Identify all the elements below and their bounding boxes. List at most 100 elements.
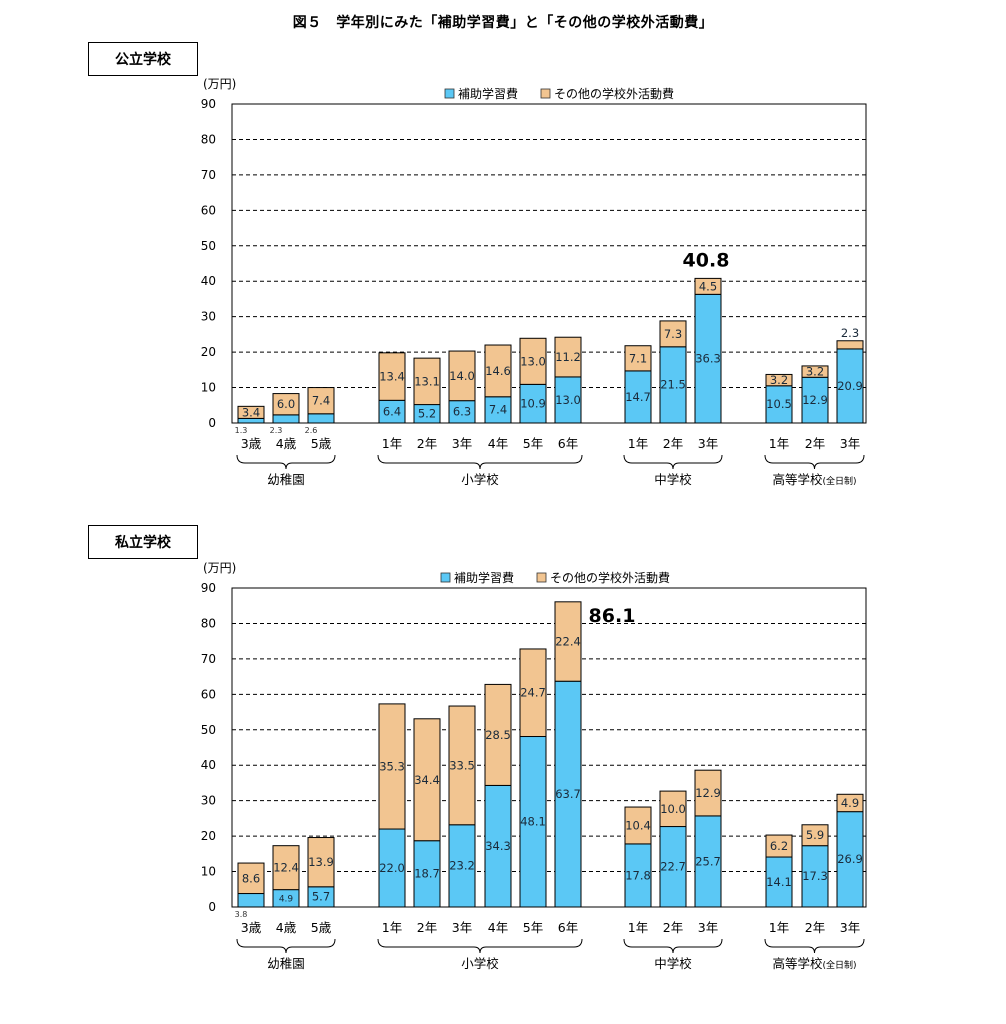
x-tick-label: 4歳 bbox=[276, 920, 297, 935]
x-tick-label: 1年 bbox=[628, 436, 648, 451]
y-tick-label: 40 bbox=[201, 274, 216, 288]
bar-other bbox=[801, 824, 829, 847]
data-label-other: 3.2 bbox=[770, 373, 788, 387]
data-label-other: 12.4 bbox=[273, 861, 299, 875]
x-tick-label: 1年 bbox=[628, 920, 648, 935]
group-label: 小学校 bbox=[461, 956, 499, 971]
bar-hojo bbox=[413, 840, 441, 908]
bar-other bbox=[624, 345, 652, 372]
bar-other bbox=[554, 336, 582, 378]
group-label: 中学校 bbox=[654, 956, 692, 971]
y-tick-label: 50 bbox=[201, 723, 216, 737]
y-tick-label: 90 bbox=[201, 581, 216, 595]
data-label-other: 14.6 bbox=[485, 364, 511, 378]
data-label-other: 34.4 bbox=[414, 773, 440, 787]
data-label-other: 4.9 bbox=[841, 796, 859, 810]
group-label: 高等学校(全日制) bbox=[772, 472, 856, 487]
y-tick-label: 80 bbox=[201, 132, 216, 146]
x-tick-label: 4歳 bbox=[276, 436, 297, 451]
bar-other bbox=[765, 834, 793, 858]
x-tick-label: 3年 bbox=[452, 920, 472, 935]
y-tick-label: 30 bbox=[201, 310, 216, 324]
x-tick-label: 3年 bbox=[698, 920, 718, 935]
data-label-other: 3.2 bbox=[806, 365, 824, 379]
data-label-other: 4.5 bbox=[699, 279, 717, 293]
data-label-hojo: 21.5 bbox=[660, 378, 686, 392]
data-label-other: 2.3 bbox=[841, 326, 859, 340]
y-tick-label: 30 bbox=[201, 794, 216, 808]
group-brace bbox=[236, 938, 336, 954]
x-tick-label: 6年 bbox=[558, 436, 578, 451]
bar-other bbox=[307, 387, 335, 415]
x-tick-label: 3歳 bbox=[241, 436, 262, 451]
bar-hojo bbox=[554, 376, 582, 424]
x-tick-label: 5歳 bbox=[311, 436, 332, 451]
bar-hojo bbox=[765, 385, 793, 424]
bar-hojo bbox=[519, 383, 547, 424]
data-label-other: 12.9 bbox=[695, 786, 721, 800]
data-label-hojo: 36.3 bbox=[695, 352, 721, 366]
legend-swatch-hojo bbox=[440, 572, 451, 583]
group-brace bbox=[623, 454, 723, 470]
data-label-hojo: 63.7 bbox=[555, 787, 581, 801]
x-tick-label: 5年 bbox=[523, 436, 543, 451]
bar-other bbox=[307, 837, 335, 888]
legend-label-other: その他の学校外活動費 bbox=[550, 570, 670, 585]
bar-hojo bbox=[307, 413, 335, 424]
legend-label-hojo: 補助学習費 bbox=[458, 86, 518, 101]
data-label-other: 28.5 bbox=[485, 728, 511, 742]
data-label-hojo: 2.6 bbox=[305, 426, 318, 435]
data-label-other: 7.4 bbox=[312, 394, 330, 408]
y-tick-label: 90 bbox=[201, 97, 216, 111]
y-tick-label: 10 bbox=[201, 381, 216, 395]
legend-label-hojo: 補助学習費 bbox=[454, 570, 514, 585]
data-label-hojo: 14.7 bbox=[625, 390, 651, 404]
data-label-hojo: 10.5 bbox=[766, 397, 792, 411]
group-label: 中学校 bbox=[654, 472, 692, 487]
x-tick-label: 3歳 bbox=[241, 920, 262, 935]
legend-swatch-hojo bbox=[444, 88, 455, 99]
group-label: 幼稚園 bbox=[267, 472, 305, 487]
bar-other bbox=[694, 277, 722, 295]
bar-hojo bbox=[484, 396, 512, 424]
public-school-chart: (万円) 0 10 20 30 40 50 60 70 80 90 補助学習費 その他の学校外活動費 1.… bbox=[201, 77, 867, 487]
data-label-other: 13.1 bbox=[414, 374, 440, 388]
y-tick-label: 10 bbox=[201, 865, 216, 879]
data-label-hojo: 13.0 bbox=[555, 393, 581, 407]
bar-hojo bbox=[694, 815, 722, 908]
bar-hojo bbox=[659, 346, 687, 424]
unit-label: (万円) bbox=[203, 77, 236, 91]
data-label-other: 10.0 bbox=[660, 802, 686, 816]
data-label-other: 8.6 bbox=[242, 871, 260, 885]
bar-other bbox=[765, 373, 793, 387]
section-label-public: 公立学校 bbox=[88, 42, 198, 76]
data-label-hojo: 5.2 bbox=[418, 407, 436, 421]
data-label-other: 7.1 bbox=[629, 351, 647, 365]
data-label-other: 13.4 bbox=[379, 370, 405, 384]
data-label-hojo: 6.4 bbox=[383, 404, 401, 418]
y-tick-label: 60 bbox=[201, 203, 216, 217]
data-label-other: 13.0 bbox=[520, 354, 546, 368]
x-tick-label: 6年 bbox=[558, 920, 578, 935]
data-label-other: 13.9 bbox=[308, 855, 334, 869]
y-tick-label: 80 bbox=[201, 616, 216, 630]
x-tick-label: 4年 bbox=[488, 920, 508, 935]
bar-other bbox=[484, 344, 512, 398]
x-tick-label: 2年 bbox=[805, 920, 825, 935]
section-label-private: 私立学校 bbox=[88, 525, 198, 559]
bar-other bbox=[659, 320, 687, 348]
data-label-hojo: 17.8 bbox=[625, 868, 651, 882]
bar-other bbox=[413, 357, 441, 406]
bar-hojo bbox=[801, 845, 829, 908]
callout-total: 86.1 bbox=[589, 605, 636, 627]
data-label-hojo: 10.9 bbox=[520, 397, 546, 411]
data-label-other: 11.2 bbox=[555, 350, 581, 364]
x-tick-label: 1年 bbox=[769, 436, 789, 451]
group-label: 幼稚園 bbox=[267, 956, 305, 971]
callout-total: 40.8 bbox=[683, 249, 730, 271]
group-label: 高等学校(全日制) bbox=[772, 956, 856, 971]
bar-other bbox=[519, 337, 547, 385]
bar-hojo bbox=[519, 736, 547, 908]
plot-frame bbox=[231, 587, 867, 908]
x-tick-label: 2年 bbox=[805, 436, 825, 451]
